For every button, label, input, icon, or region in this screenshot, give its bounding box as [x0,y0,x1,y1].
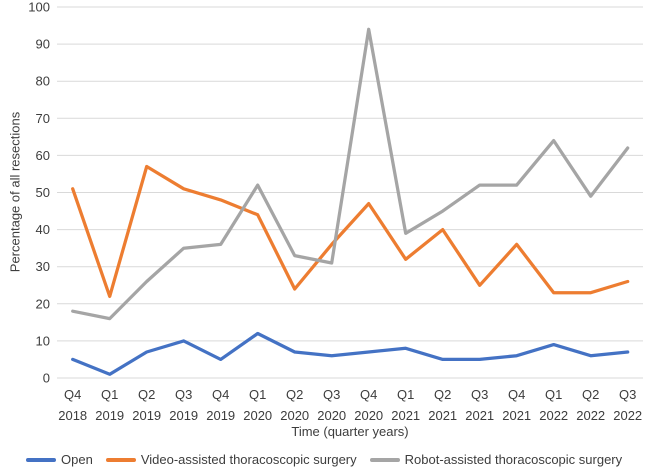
x-tick-label-quarter: Q2 [434,387,451,402]
x-tick-label-quarter: Q1 [397,387,414,402]
chart-legend: Open Video-assisted thoracoscopic surger… [26,452,622,467]
y-tick-label: 10 [36,333,50,348]
legend-label-rats: Robot-assisted thoracoscopic surgery [404,452,623,467]
legend-swatch-vats-line [105,457,136,462]
y-axis-title: Percentage of all resections [7,111,23,273]
x-tick-label-quarter: Q3 [323,387,340,402]
x-tick-label-quarter: Q2 [286,387,303,402]
x-tick-label-quarter: Q3 [471,387,488,402]
legend-item-open: Open [26,452,93,467]
x-tick-label-quarter: Q2 [582,387,599,402]
y-tick-label: 70 [36,111,50,126]
x-tick-label-year: 2021 [391,408,420,423]
x-tick-label-year: 2020 [317,408,346,423]
series-line-0 [71,331,630,376]
x-tick-label-quarter: Q4 [360,387,377,402]
x-tick-label-year: 2021 [502,408,531,423]
x-tick-label-quarter: Q1 [545,387,562,402]
x-tick-label-year: 2020 [280,408,309,423]
x-tick-label-year: 2019 [169,408,198,423]
y-tick-label: 60 [36,148,50,163]
x-tick-label-year: 2022 [613,408,642,423]
x-tick-label-quarter: Q4 [64,387,81,402]
x-tick-label-year: 2019 [132,408,161,423]
x-tick-label-year: 2020 [243,408,272,423]
x-tick-label-year: 2021 [465,408,494,423]
x-tick-label-quarter: Q1 [101,387,118,402]
series-line-2 [71,27,630,321]
legend-label-open: Open [61,452,93,467]
x-tick-label-year: 2018 [58,408,87,423]
x-tick-label-quarter: Q1 [249,387,266,402]
series-line-1 [71,164,630,299]
y-tick-label: 20 [36,296,50,311]
x-tick-label-year: 2021 [428,408,457,423]
y-tick-label: 80 [36,74,50,89]
y-tick-label: 40 [36,222,50,237]
x-tick-label-year: 2019 [95,408,124,423]
legend-swatch-rats-line [369,457,400,462]
x-tick-label-quarter: Q2 [138,387,155,402]
y-tick-label: 100 [28,0,50,15]
x-tick-label-quarter: Q4 [508,387,525,402]
x-tick-label-year: 2022 [576,408,605,423]
x-tick-label-quarter: Q4 [212,387,229,402]
x-tick-label-year: 2022 [539,408,568,423]
legend-item-vats: Video-assisted thoracoscopic surgery [105,452,357,467]
x-axis-title: Time (quarter years) [291,424,409,439]
legend-label-vats: Video-assisted thoracoscopic surgery [140,452,357,467]
y-tick-label: 50 [36,185,50,200]
y-tick-label: 0 [43,371,50,386]
x-tick-label-quarter: Q3 [175,387,192,402]
legend-swatch-open-line [26,457,56,462]
x-tick-label-year: 2019 [206,408,235,423]
y-tick-label: 30 [36,259,50,274]
x-tick-label-year: 2020 [354,408,383,423]
x-tick-label-quarter: Q3 [619,387,636,402]
y-tick-label: 90 [36,37,50,52]
legend-item-rats: Robot-assisted thoracoscopic surgery [369,452,623,467]
